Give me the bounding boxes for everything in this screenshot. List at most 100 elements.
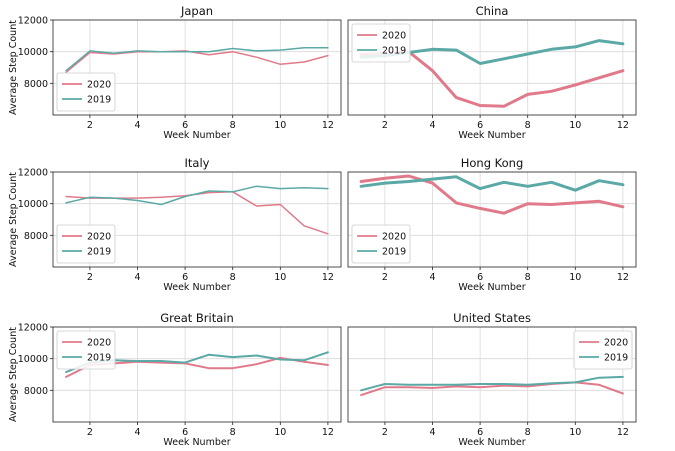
x-tick-label: 10 bbox=[274, 120, 286, 131]
plot-frame bbox=[52, 19, 342, 116]
x-tick-label: 10 bbox=[569, 120, 581, 131]
x-tick-label: 8 bbox=[230, 120, 236, 131]
legend-label: 2020 bbox=[87, 80, 111, 91]
x-axis-label: Week Number bbox=[458, 437, 525, 448]
legend-box bbox=[56, 224, 116, 264]
x-axis-label: Week Number bbox=[163, 130, 230, 141]
plot-frame bbox=[347, 326, 637, 423]
x-axis-label: Week Number bbox=[458, 130, 525, 141]
series-line-2020 bbox=[360, 381, 624, 397]
panel-italy: 2 4 6 8 10 12 8000 10000 12000 Italy Week Number Av… bbox=[8, 156, 342, 293]
y-tick-label: 10000 bbox=[18, 47, 48, 58]
plot-frame bbox=[347, 19, 637, 116]
x-tick-label: 8 bbox=[525, 427, 531, 438]
y-tick-label: 8000 bbox=[24, 231, 48, 242]
y-tick-label: 10000 bbox=[18, 354, 48, 365]
x-axis-label: Week Number bbox=[163, 282, 230, 293]
x-tick-label: 4 bbox=[429, 272, 435, 283]
x-tick-label: 6 bbox=[477, 427, 483, 438]
legend-label: 2019 bbox=[382, 46, 406, 57]
legend-label: 2019 bbox=[382, 247, 406, 258]
x-axis-label: Week Number bbox=[163, 437, 230, 448]
y-axis-label: Average Step Count bbox=[8, 327, 19, 422]
y-tick-label: 12000 bbox=[18, 323, 48, 334]
y-axis-label: Average Step Count bbox=[8, 20, 19, 115]
x-tick-label: 2 bbox=[87, 120, 93, 131]
series-line-2019 bbox=[65, 185, 329, 206]
x-tick-label: 10 bbox=[569, 272, 581, 283]
series-line-2019 bbox=[359, 175, 625, 192]
x-tick-label: 4 bbox=[134, 272, 140, 283]
y-tick-label: 12000 bbox=[18, 16, 48, 27]
x-axis-label: Week Number bbox=[458, 282, 525, 293]
x-tick-label: 6 bbox=[182, 120, 188, 131]
x-tick-label: 6 bbox=[182, 272, 188, 283]
x-tick-label: 12 bbox=[322, 272, 334, 283]
legend-label: 2020 bbox=[382, 232, 406, 243]
legend-label: 2020 bbox=[604, 338, 628, 349]
legend: 2020 2019 bbox=[573, 330, 633, 370]
y-tick-label: 8000 bbox=[24, 79, 48, 90]
panel-title: Japan bbox=[180, 4, 213, 18]
legend-box bbox=[351, 224, 411, 264]
x-tick-label: 2 bbox=[382, 120, 388, 131]
legend: 2020 2019 bbox=[56, 72, 116, 112]
legend-box bbox=[573, 330, 633, 370]
x-tick-label: 4 bbox=[429, 427, 435, 438]
x-tick-label: 6 bbox=[477, 120, 483, 131]
series-line-2020 bbox=[359, 174, 625, 215]
legend: 2020 2019 bbox=[56, 330, 116, 370]
panel-hong-kong: 2 4 6 8 10 12 Hong Kong Week Number 2020 2019 bbox=[347, 156, 637, 293]
legend: 2020 2019 bbox=[351, 23, 411, 63]
panel-japan: 2 4 6 8 10 12 8000 10000 12000 Japan Week Number Av… bbox=[8, 4, 342, 141]
x-tick-label: 12 bbox=[617, 272, 629, 283]
panel-title: China bbox=[476, 4, 509, 18]
panel-title: United States bbox=[453, 311, 531, 325]
x-tick-label: 8 bbox=[230, 427, 236, 438]
panel-great-britain: 2 4 6 8 10 12 8000 10000 12000 Great Britain Week … bbox=[8, 311, 342, 448]
x-tick-label: 8 bbox=[230, 272, 236, 283]
series-line-2019 bbox=[65, 46, 329, 72]
x-tick-label: 8 bbox=[525, 120, 531, 131]
x-tick-label: 4 bbox=[134, 427, 140, 438]
panel-title: Italy bbox=[185, 156, 210, 170]
legend-box bbox=[56, 330, 116, 370]
series-line-2020 bbox=[65, 50, 329, 74]
panel-title: Great Britain bbox=[160, 311, 234, 325]
y-tick-label: 8000 bbox=[24, 386, 48, 397]
x-tick-label: 12 bbox=[322, 427, 334, 438]
y-tick-label: 12000 bbox=[18, 168, 48, 179]
x-tick-label: 12 bbox=[322, 120, 334, 131]
legend-label: 2019 bbox=[87, 95, 111, 106]
x-tick-label: 12 bbox=[617, 427, 629, 438]
legend-label: 2020 bbox=[87, 338, 111, 349]
x-tick-label: 6 bbox=[477, 272, 483, 283]
legend-box bbox=[351, 23, 411, 63]
x-tick-label: 2 bbox=[87, 427, 93, 438]
legend-label: 2019 bbox=[604, 353, 628, 364]
legend-box bbox=[56, 72, 116, 112]
x-tick-label: 4 bbox=[134, 120, 140, 131]
series-line-2019 bbox=[360, 375, 624, 392]
legend: 2020 2019 bbox=[351, 224, 411, 264]
legend-label: 2019 bbox=[87, 353, 111, 364]
x-tick-label: 10 bbox=[274, 427, 286, 438]
y-tick-label: 10000 bbox=[18, 199, 48, 210]
plot-frame bbox=[52, 171, 342, 268]
x-tick-label: 2 bbox=[382, 272, 388, 283]
x-tick-label: 10 bbox=[274, 272, 286, 283]
legend-label: 2020 bbox=[382, 31, 406, 42]
x-tick-label: 8 bbox=[525, 272, 531, 283]
x-tick-label: 10 bbox=[569, 427, 581, 438]
legend-label: 2019 bbox=[87, 247, 111, 258]
panel-title: Hong Kong bbox=[461, 156, 524, 170]
plot-frame bbox=[52, 326, 342, 423]
panel-china: 2 4 6 8 10 12 China Week Number 2020 2019 bbox=[347, 4, 637, 141]
panel-united-states: 2 4 6 8 10 12 United States Week Number 2020 2019 bbox=[347, 311, 637, 448]
x-tick-label: 4 bbox=[429, 120, 435, 131]
x-tick-label: 2 bbox=[87, 272, 93, 283]
x-tick-label: 12 bbox=[617, 120, 629, 131]
x-tick-label: 2 bbox=[382, 427, 388, 438]
plot-frame bbox=[347, 171, 637, 268]
